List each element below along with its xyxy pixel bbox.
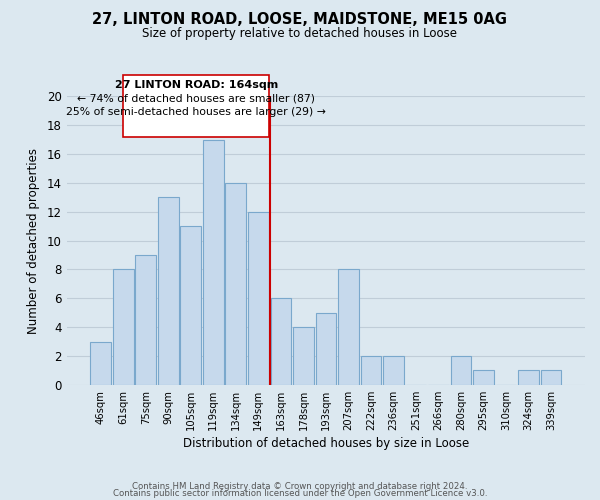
Bar [226,183,246,385]
Bar [473,370,494,385]
Bar [158,198,179,385]
Bar [136,255,156,385]
Text: 25% of semi-detached houses are larger (29) →: 25% of semi-detached houses are larger (… [66,107,326,117]
Text: 27, LINTON ROAD, LOOSE, MAIDSTONE, ME15 0AG: 27, LINTON ROAD, LOOSE, MAIDSTONE, ME15 … [92,12,508,28]
Bar [248,212,269,385]
X-axis label: Distribution of detached houses by size in Loose: Distribution of detached houses by size … [183,437,469,450]
Bar [316,312,336,385]
Text: Size of property relative to detached houses in Loose: Size of property relative to detached ho… [143,28,458,40]
Bar [293,327,314,385]
Bar [113,270,134,385]
Y-axis label: Number of detached properties: Number of detached properties [27,148,40,334]
Bar [541,370,562,385]
Bar [203,140,224,385]
Text: Contains HM Land Registry data © Crown copyright and database right 2024.: Contains HM Land Registry data © Crown c… [132,482,468,491]
Text: Contains public sector information licensed under the Open Government Licence v3: Contains public sector information licen… [113,490,487,498]
Bar [383,356,404,385]
Bar [338,270,359,385]
Bar [361,356,381,385]
Bar [451,356,472,385]
FancyBboxPatch shape [123,74,269,137]
Bar [91,342,111,385]
Text: ← 74% of detached houses are smaller (87): ← 74% of detached houses are smaller (87… [77,94,315,104]
Bar [518,370,539,385]
Bar [181,226,201,385]
Bar [271,298,291,385]
Text: 27 LINTON ROAD: 164sqm: 27 LINTON ROAD: 164sqm [115,80,278,90]
